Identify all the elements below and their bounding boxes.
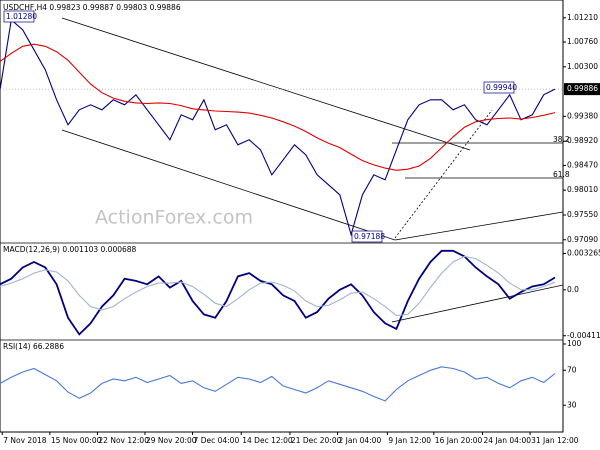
x-tick-label: 21 Dec 20:00 bbox=[291, 436, 342, 445]
y-tick-label: 100 bbox=[567, 339, 582, 348]
y-tick-label: 1.00760 bbox=[567, 37, 598, 46]
channel-line bbox=[61, 129, 396, 241]
price-label: 0.99886 bbox=[567, 84, 598, 93]
x-tick-label: 7 Nov 2018 bbox=[3, 436, 46, 445]
y-tick-label: 0.98920 bbox=[567, 136, 598, 145]
y-tick-label: 0.003265 bbox=[567, 248, 600, 257]
x-tick-label: 9 Jan 12:00 bbox=[388, 436, 431, 445]
y-tick-label: 0.99380 bbox=[567, 111, 598, 120]
macd-title: MACD(12,26,9) 0.001103 0.000688 bbox=[3, 245, 137, 254]
series-line bbox=[0, 18, 556, 237]
x-tick-label: 31 Jan 12:00 bbox=[531, 436, 579, 445]
annotation: 0.99940 bbox=[486, 83, 517, 92]
annotation: 38.2 bbox=[553, 135, 570, 144]
price-box bbox=[564, 83, 600, 96]
y-tick-label: 1.01210 bbox=[567, 13, 598, 22]
trend-line bbox=[394, 211, 564, 241]
channel-line bbox=[61, 17, 471, 151]
series-line bbox=[0, 43, 556, 171]
annotation: 61.8 bbox=[553, 170, 570, 179]
plot-frame bbox=[0, 0, 564, 433]
x-tick-label: 14 Dec 12:00 bbox=[242, 436, 293, 445]
annotation: 0.97188 bbox=[354, 232, 385, 241]
annotation: 1.01280 bbox=[6, 12, 37, 21]
x-tick-label: 22 Nov 12:00 bbox=[98, 436, 149, 445]
y-tick-label: 1.00300 bbox=[567, 62, 598, 71]
x-tick-label: 2 Jan 04:00 bbox=[339, 436, 382, 445]
x-tick-label: 29 Nov 20:00 bbox=[146, 436, 197, 445]
x-tick-label: 24 Jan 04:00 bbox=[484, 436, 532, 445]
chart-title: USDCHF,H4 0.99823 0.99887 0.99803 0.9988… bbox=[3, 3, 181, 12]
rsi-title: RSI(14) 66.2886 bbox=[3, 342, 64, 351]
trend-line bbox=[394, 109, 493, 239]
series-line bbox=[0, 366, 556, 402]
y-tick-label: -0.004119 bbox=[567, 331, 600, 340]
y-tick-label: 0.0 bbox=[567, 285, 579, 294]
annotation-box bbox=[483, 81, 515, 94]
watermark: ActionForex.com bbox=[95, 207, 253, 229]
y-tick-label: 0.98010 bbox=[567, 185, 598, 194]
series-line bbox=[0, 249, 556, 336]
x-tick-label: 15 Nov 00:00 bbox=[51, 436, 102, 445]
y-tick-label: 30 bbox=[567, 400, 577, 409]
x-tick-label: 16 Jan 20:00 bbox=[435, 436, 483, 445]
annotation-box bbox=[351, 230, 383, 243]
y-tick-label: 0.97090 bbox=[567, 235, 598, 244]
y-tick-label: 0.98470 bbox=[567, 160, 598, 169]
series-line bbox=[0, 255, 556, 317]
y-tick-label: 0.97550 bbox=[567, 210, 598, 219]
annotation-box bbox=[3, 10, 35, 23]
y-tick-label: 70 bbox=[567, 365, 577, 374]
x-tick-label: 7 Dec 04:00 bbox=[194, 436, 240, 445]
trend-line bbox=[391, 284, 564, 323]
